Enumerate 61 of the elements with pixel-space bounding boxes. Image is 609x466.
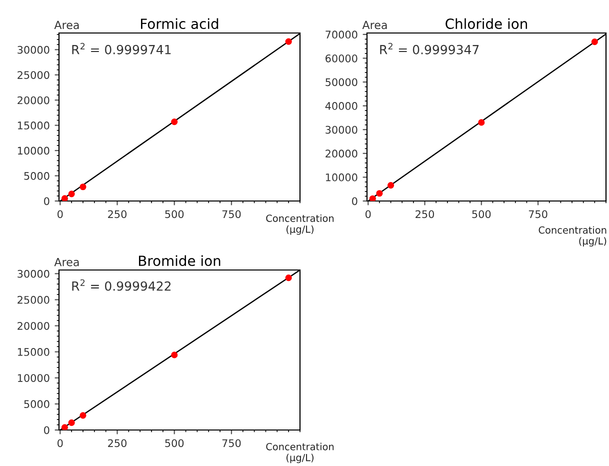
x-tick-label: 500 bbox=[165, 210, 184, 218]
y-tick-label: 20000 bbox=[18, 96, 50, 104]
y-tick-label: 25000 bbox=[18, 296, 50, 304]
point bbox=[80, 184, 86, 190]
y-tick-label: 30000 bbox=[326, 126, 358, 134]
point bbox=[387, 182, 394, 189]
point bbox=[478, 119, 485, 126]
x-tick-label: 500 bbox=[165, 439, 184, 448]
x-axis-title: Concentration (µg/L) bbox=[538, 226, 606, 246]
x-tick-label: 0 bbox=[366, 210, 371, 218]
x-tick-label: 0 bbox=[58, 439, 63, 448]
point bbox=[68, 419, 75, 426]
x-tick-label: 500 bbox=[472, 210, 491, 218]
y-tick-label: 15000 bbox=[18, 122, 50, 130]
point bbox=[171, 352, 178, 358]
y-tick-label: 20000 bbox=[326, 150, 358, 158]
x-tick-label: 750 bbox=[222, 439, 241, 448]
y-axis-title: Area bbox=[54, 20, 79, 30]
x-axis-title: Concentration (µg/L) bbox=[266, 214, 334, 235]
chart-title: Formic acid bbox=[141, 18, 218, 30]
point bbox=[376, 190, 383, 197]
y-tick-label: 20000 bbox=[18, 322, 50, 330]
point bbox=[68, 190, 75, 198]
x-tick-label: 250 bbox=[416, 210, 434, 218]
point bbox=[591, 38, 598, 46]
point bbox=[285, 38, 292, 45]
y-axis-title: Area bbox=[362, 20, 387, 30]
y-tick-label: 30000 bbox=[18, 270, 50, 278]
y-tick-label: 10000 bbox=[18, 374, 50, 382]
x-tick-label: 750 bbox=[222, 210, 241, 218]
annotation: R$^{2}$ = 0.9999422 bbox=[72, 279, 171, 291]
y-tick-label: 70000 bbox=[326, 30, 358, 39]
y-tick-label: 0 bbox=[44, 197, 50, 206]
chart-title: Chloride ion bbox=[446, 18, 527, 30]
y-tick-label: 10000 bbox=[18, 146, 50, 155]
chart-title: Bromide ion bbox=[138, 255, 220, 266]
y-tick-label: 15000 bbox=[18, 348, 50, 356]
point bbox=[61, 424, 68, 430]
y-tick-label: 5000 bbox=[24, 172, 50, 180]
x-tick-label: 0 bbox=[58, 210, 63, 218]
x-tick-label: 750 bbox=[528, 210, 548, 218]
y-axis-title: Area bbox=[54, 258, 79, 266]
y-tick-label: 25000 bbox=[18, 71, 50, 79]
y-tick-label: 5000 bbox=[24, 400, 50, 408]
y-tick-label: 0 bbox=[352, 197, 358, 206]
point bbox=[369, 195, 376, 201]
x-tick-label: 250 bbox=[108, 439, 126, 448]
annotation: R$^{2}$ = 0.9999347 bbox=[380, 42, 479, 54]
point bbox=[171, 118, 178, 126]
x-axis-title: Concentration (µg/L) bbox=[266, 442, 334, 464]
annotation: R$^{2}$ = 0.9999741 bbox=[72, 42, 171, 54]
y-tick-label: 30000 bbox=[18, 46, 50, 54]
y-tick-label: 10000 bbox=[326, 173, 358, 182]
y-tick-label: 50000 bbox=[326, 78, 358, 86]
point bbox=[80, 412, 86, 419]
y-tick-label: 40000 bbox=[325, 102, 358, 110]
y-tick-label: 0 bbox=[44, 426, 50, 434]
x-tick-label: 250 bbox=[108, 210, 126, 218]
point bbox=[61, 195, 68, 201]
point bbox=[285, 274, 292, 282]
y-tick-label: 60000 bbox=[326, 54, 358, 62]
